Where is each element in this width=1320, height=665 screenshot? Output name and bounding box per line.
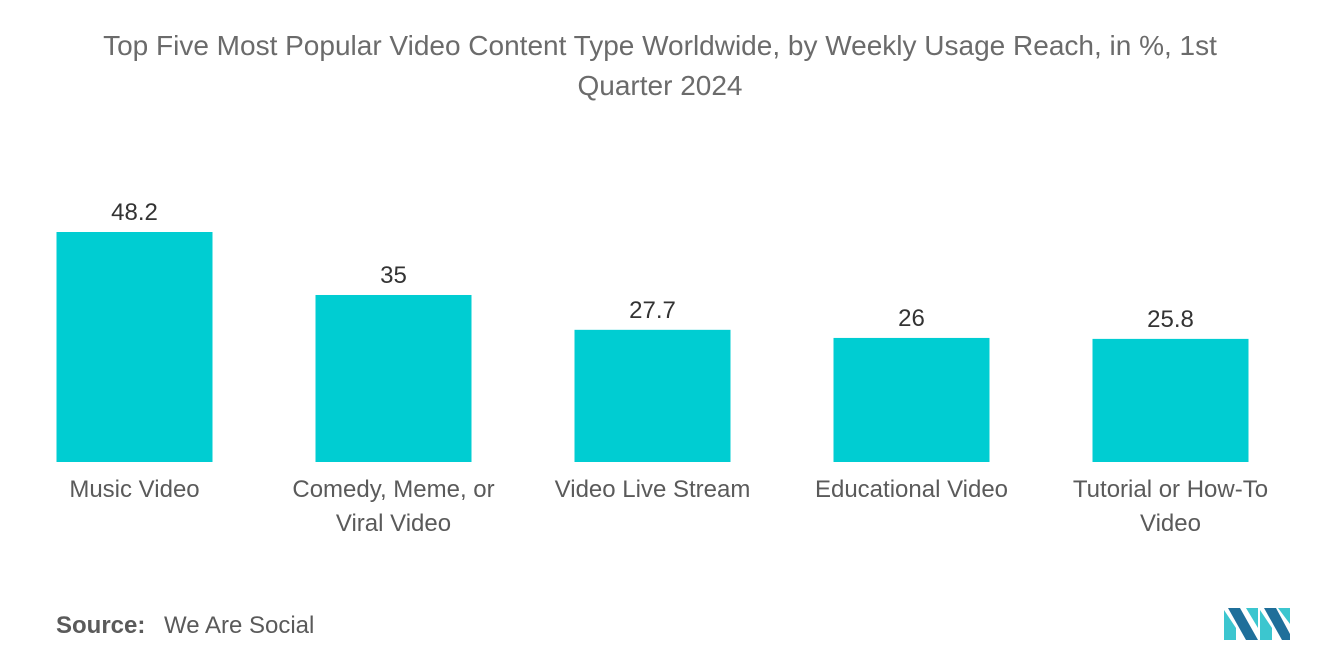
bar-5 xyxy=(1092,338,1249,462)
source-text: We Are Social xyxy=(164,612,315,639)
chart-title-line-1: Top Five Most Popular Video Content Type… xyxy=(103,30,1217,61)
logo-shape-4 xyxy=(1260,610,1272,640)
bar-4 xyxy=(833,337,990,462)
source-label: Source: xyxy=(56,612,146,639)
category-label-line: Comedy, Meme, or xyxy=(292,476,494,503)
value-label-3: 27.7 xyxy=(629,297,676,324)
category-label-line: Tutorial or How-To xyxy=(1073,476,1268,503)
category-label-4: Educational Video xyxy=(815,476,1008,503)
value-label-2: 35 xyxy=(380,262,407,289)
chart-title-line-2: Quarter 2024 xyxy=(577,70,743,101)
brand-logo-icon xyxy=(1224,608,1290,640)
logo-shape-2 xyxy=(1228,608,1258,640)
category-label-line: Music Video xyxy=(69,476,199,503)
logo-shape-6 xyxy=(1278,608,1290,624)
category-label-line: Viral Video xyxy=(336,510,451,537)
bar-3 xyxy=(574,329,731,462)
chart-title: Top Five Most Popular Video Content Type… xyxy=(0,26,1320,106)
logo-shape-3 xyxy=(1246,608,1258,628)
category-label-5: Tutorial or How-To Video xyxy=(1073,476,1268,537)
category-label-2: Comedy, Meme, or Viral Video xyxy=(292,476,494,537)
source-note: Source: We Are Social xyxy=(56,612,314,640)
category-label-line: Educational Video xyxy=(815,476,1008,503)
category-label-line: Video xyxy=(1140,510,1201,537)
value-label-1: 48.2 xyxy=(111,199,158,226)
bar-1 xyxy=(56,232,213,462)
logo-shape-5 xyxy=(1264,608,1290,640)
logo-shape-1 xyxy=(1224,610,1236,640)
value-label-5: 25.8 xyxy=(1147,306,1194,333)
category-label-1: Music Video xyxy=(69,476,199,503)
value-label-4: 26 xyxy=(898,305,925,332)
bar-2 xyxy=(315,294,472,462)
category-label-3: Video Live Stream xyxy=(555,476,751,503)
category-label-line: Video Live Stream xyxy=(555,476,751,503)
